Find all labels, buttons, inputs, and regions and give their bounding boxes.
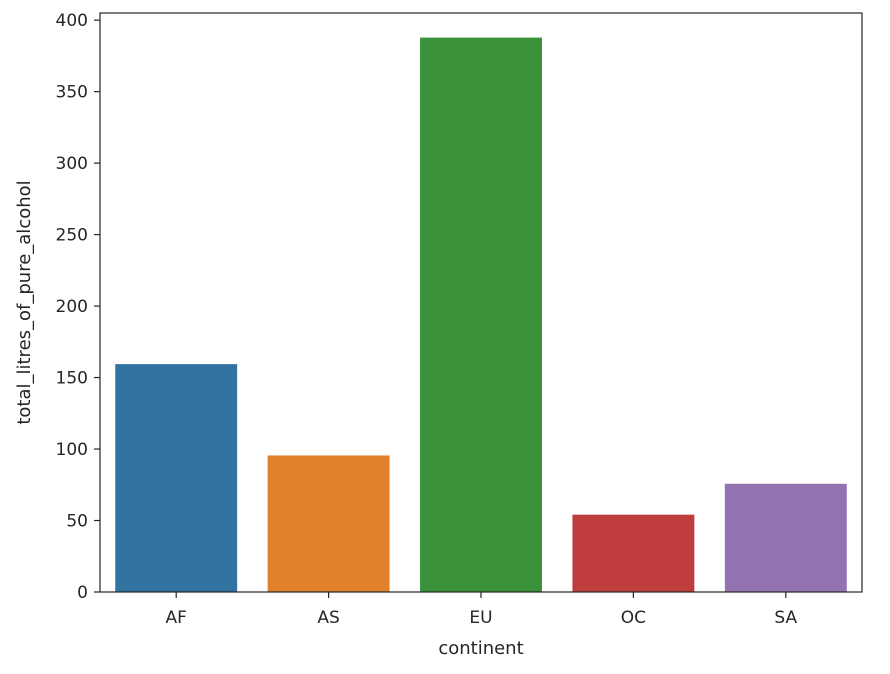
bars-group xyxy=(115,37,847,593)
x-axis-label: continent xyxy=(438,638,523,659)
bar-as xyxy=(267,455,390,592)
y-axis-ticks: 0 50 100 150 200 250 300 350 400 xyxy=(56,11,100,603)
y-tick-label: 100 xyxy=(56,440,88,460)
y-tick-label: 50 xyxy=(66,512,88,532)
y-tick-label: 400 xyxy=(56,11,88,31)
bar-sa xyxy=(724,483,847,592)
y-tick-label: 200 xyxy=(56,297,88,317)
y-tick-label: 300 xyxy=(56,154,88,174)
x-tick-label: SA xyxy=(774,608,797,628)
y-tick-label: 250 xyxy=(56,226,88,246)
y-tick-label: 0 xyxy=(77,583,88,603)
y-tick-label: 150 xyxy=(56,369,88,389)
y-tick-label: 350 xyxy=(56,83,88,103)
bar-eu xyxy=(420,37,542,593)
y-axis-label: total_litres_of_pure_alcohol xyxy=(14,180,35,424)
x-axis-ticks: AF AS EU OC SA xyxy=(165,592,798,628)
bar-af xyxy=(115,364,238,592)
x-tick-label: EU xyxy=(469,608,492,628)
x-tick-label: AF xyxy=(165,608,186,628)
x-tick-label: OC xyxy=(621,608,646,628)
x-tick-label: AS xyxy=(317,608,339,628)
bar-oc xyxy=(572,514,695,592)
